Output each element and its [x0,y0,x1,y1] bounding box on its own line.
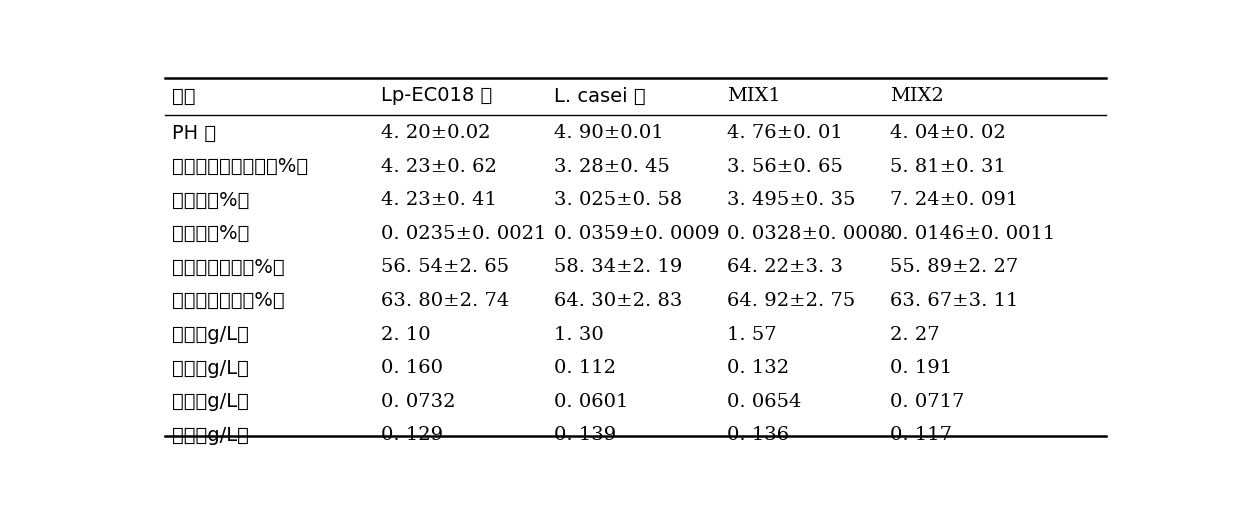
Text: 0. 160: 0. 160 [381,359,443,377]
Text: 3. 56±0. 65: 3. 56±0. 65 [727,158,843,175]
Text: 4. 20±0.02: 4. 20±0.02 [381,124,490,142]
Text: 0. 132: 0. 132 [727,359,789,377]
Text: 0. 0732: 0. 0732 [381,392,455,411]
Text: 63. 80±2. 74: 63. 80±2. 74 [381,292,510,310]
Text: 1. 30: 1. 30 [554,325,604,344]
Text: 4. 04±0. 02: 4. 04±0. 02 [890,124,1006,142]
Text: 4. 90±0.01: 4. 90±0.01 [554,124,663,142]
Text: 3. 025±0. 58: 3. 025±0. 58 [554,191,682,209]
Text: MIX2: MIX2 [890,87,944,105]
Text: 64. 30±2. 83: 64. 30±2. 83 [554,292,682,310]
Text: 7. 24±0. 091: 7. 24±0. 091 [890,191,1018,209]
Text: 0. 0328±0. 0008: 0. 0328±0. 0008 [727,225,892,243]
Text: 丁酸（g/L）: 丁酸（g/L） [172,426,249,445]
Text: 0. 0601: 0. 0601 [554,392,629,411]
Text: 0. 112: 0. 112 [554,359,616,377]
Text: 1. 57: 1. 57 [727,325,776,344]
Text: 酸性洗涤纤维（%）: 酸性洗涤纤维（%） [172,292,285,310]
Text: 58. 34±2. 19: 58. 34±2. 19 [554,259,682,276]
Text: 4. 23±0. 62: 4. 23±0. 62 [381,158,497,175]
Text: L. casei 组: L. casei 组 [554,87,646,105]
Text: 0. 129: 0. 129 [381,426,443,444]
Text: 0. 136: 0. 136 [727,426,789,444]
Text: 0. 117: 0. 117 [890,426,952,444]
Text: 0. 0235±0. 0021: 0. 0235±0. 0021 [381,225,546,243]
Text: 乳酸（g/L）: 乳酸（g/L） [172,325,249,344]
Text: MIX1: MIX1 [727,87,780,105]
Text: 中性洗涤纤维（%）: 中性洗涤纤维（%） [172,258,285,277]
Text: 3. 495±0. 35: 3. 495±0. 35 [727,191,856,209]
Text: 55. 89±2. 27: 55. 89±2. 27 [890,259,1018,276]
Text: 3. 28±0. 45: 3. 28±0. 45 [554,158,670,175]
Text: 2. 27: 2. 27 [890,325,940,344]
Text: 0. 191: 0. 191 [890,359,952,377]
Text: 2. 10: 2. 10 [381,325,430,344]
Text: 可溶性碳水化合物（%）: 可溶性碳水化合物（%） [172,157,309,176]
Text: 64. 92±2. 75: 64. 92±2. 75 [727,292,856,310]
Text: 0. 0654: 0. 0654 [727,392,801,411]
Text: 氨态氮（%）: 氨态氮（%） [172,224,249,243]
Text: 0. 0359±0. 0009: 0. 0359±0. 0009 [554,225,719,243]
Text: 蛋白质（%）: 蛋白质（%） [172,191,249,210]
Text: 64. 22±3. 3: 64. 22±3. 3 [727,259,843,276]
Text: 56. 54±2. 65: 56. 54±2. 65 [381,259,508,276]
Text: 0. 0717: 0. 0717 [890,392,965,411]
Text: 0. 139: 0. 139 [554,426,616,444]
Text: Lp-EC018 组: Lp-EC018 组 [381,87,492,105]
Text: 63. 67±3. 11: 63. 67±3. 11 [890,292,1018,310]
Text: 0. 0146±0. 0011: 0. 0146±0. 0011 [890,225,1055,243]
Text: 指标: 指标 [172,87,196,105]
Text: 4. 76±0. 01: 4. 76±0. 01 [727,124,842,142]
Text: PH 值: PH 值 [172,124,217,142]
Text: 乙酸（g/L）: 乙酸（g/L） [172,358,249,378]
Text: 丙酸（g/L）: 丙酸（g/L） [172,392,249,411]
Text: 5. 81±0. 31: 5. 81±0. 31 [890,158,1006,175]
Text: 4. 23±0. 41: 4. 23±0. 41 [381,191,497,209]
